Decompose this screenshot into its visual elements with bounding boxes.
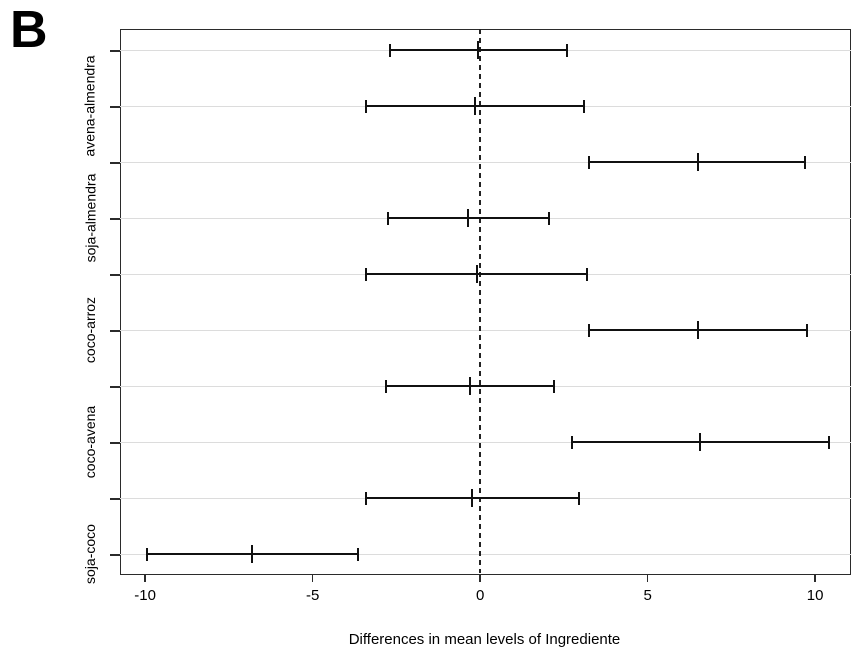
ci-point-estimate [470, 489, 473, 507]
ci-lower-cap [145, 547, 148, 561]
y-axis-tick [110, 498, 120, 500]
y-axis-tick [110, 554, 120, 556]
gridline [120, 330, 851, 331]
ci-upper-cap [577, 491, 580, 505]
y-axis-tick [110, 274, 120, 276]
zero-reference-line [479, 29, 482, 573]
ci-lower-cap [387, 211, 389, 225]
ci-upper-cap [805, 323, 808, 337]
x-tick-label: 0 [475, 587, 485, 604]
ci-point-estimate [698, 433, 701, 451]
ci-point-estimate [467, 209, 470, 227]
y-axis-tick [110, 330, 120, 332]
ci-lower-cap [388, 43, 391, 57]
x-tick-label: 10 [806, 587, 824, 604]
gridline [120, 554, 851, 555]
ci-lower-cap [571, 435, 574, 449]
ci-upper-cap [582, 99, 585, 113]
ci-lower-cap [365, 491, 368, 505]
ci-point-estimate [469, 377, 472, 395]
ci-lower-cap [588, 155, 591, 169]
gridline [120, 442, 851, 443]
x-axis-title: Differences in mean levels of Ingredient… [348, 631, 621, 648]
x-tick-label: 5 [643, 587, 652, 604]
y-tick-label-text: soja-coco [82, 524, 99, 584]
ci-lower-cap [365, 267, 368, 281]
y-tick-label-text: soja-almendra [82, 173, 98, 263]
ci-point-estimate [696, 153, 699, 171]
ci-lower-cap [365, 99, 368, 113]
ci-point-estimate [251, 545, 254, 563]
ci-point-estimate [477, 41, 480, 59]
ci-upper-cap [547, 211, 550, 225]
x-axis-tick [646, 575, 649, 582]
x-tick-label: -5 [305, 587, 320, 604]
ci-upper-cap [356, 547, 359, 561]
ci-upper-cap [552, 379, 555, 393]
y-axis-tick [110, 50, 120, 52]
x-axis-tick [144, 575, 146, 582]
x-axis-tick [479, 575, 481, 582]
y-tick-label-text: avena-almendra [82, 55, 99, 157]
ci-upper-cap [566, 43, 569, 57]
x-tick-label: -10 [134, 587, 156, 604]
y-axis-tick [110, 442, 120, 444]
gridline [120, 162, 851, 163]
ci-lower-cap [588, 323, 591, 337]
y-axis-tick [110, 162, 120, 164]
y-axis-tick [110, 106, 120, 108]
ci-upper-cap [586, 267, 589, 281]
ci-point-estimate [475, 265, 478, 283]
ci-lower-cap [385, 379, 388, 393]
panel-label: B [10, 1, 48, 59]
x-axis-tick [814, 575, 816, 582]
ci-point-estimate [696, 321, 699, 339]
y-tick-label-text: coco-avena [82, 405, 99, 479]
y-axis-tick [110, 218, 120, 220]
plot-area [120, 29, 851, 575]
ci-upper-cap [804, 155, 807, 169]
y-axis-tick [110, 386, 120, 388]
y-tick-label: soja-coco [78, 484, 102, 624]
x-axis-tick [311, 575, 314, 582]
ci-upper-cap [827, 435, 830, 449]
y-tick-label-text: coco-arroz [82, 296, 99, 364]
ci-point-estimate [474, 97, 477, 115]
